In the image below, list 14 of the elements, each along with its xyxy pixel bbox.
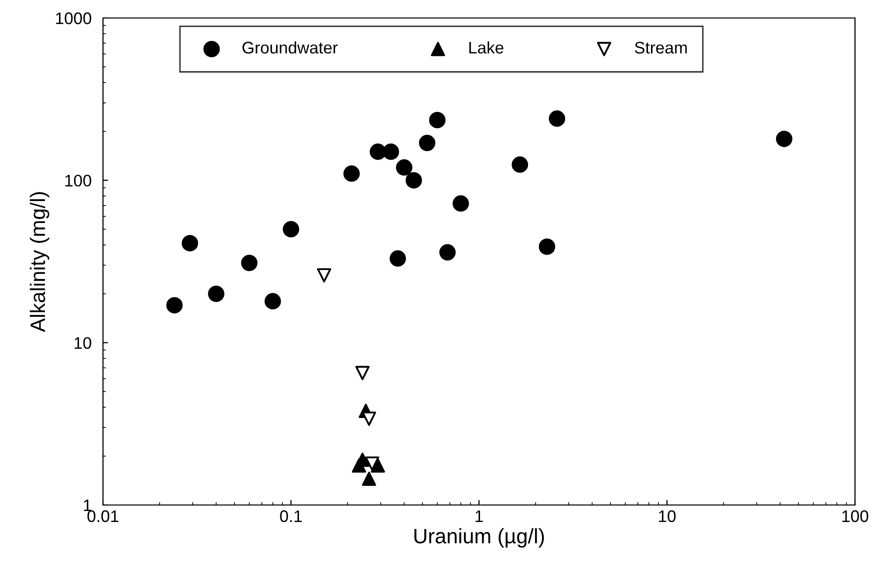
x-tick-label: 1 bbox=[476, 510, 483, 522]
x-axis-title: Uranium (µg/l) bbox=[414, 528, 544, 548]
y-tick-label: 100 bbox=[65, 174, 92, 187]
legend-label: Stream bbox=[634, 42, 687, 54]
x-tick-label: 10 bbox=[659, 510, 676, 522]
legend-label: Lake bbox=[469, 41, 504, 54]
y-tick-label: 10 bbox=[74, 337, 92, 349]
y-tick-label: 1 bbox=[84, 500, 92, 512]
legend-label: Groundwater bbox=[242, 41, 338, 54]
x-tick-label: 0.01 bbox=[87, 510, 118, 522]
y-tick-label: 1000 bbox=[56, 12, 92, 24]
y-axis-title: Alkalinity (mg/l) bbox=[30, 192, 50, 332]
x-tick-label: 100 bbox=[842, 510, 868, 522]
x-tick-label: 0.1 bbox=[280, 510, 302, 522]
